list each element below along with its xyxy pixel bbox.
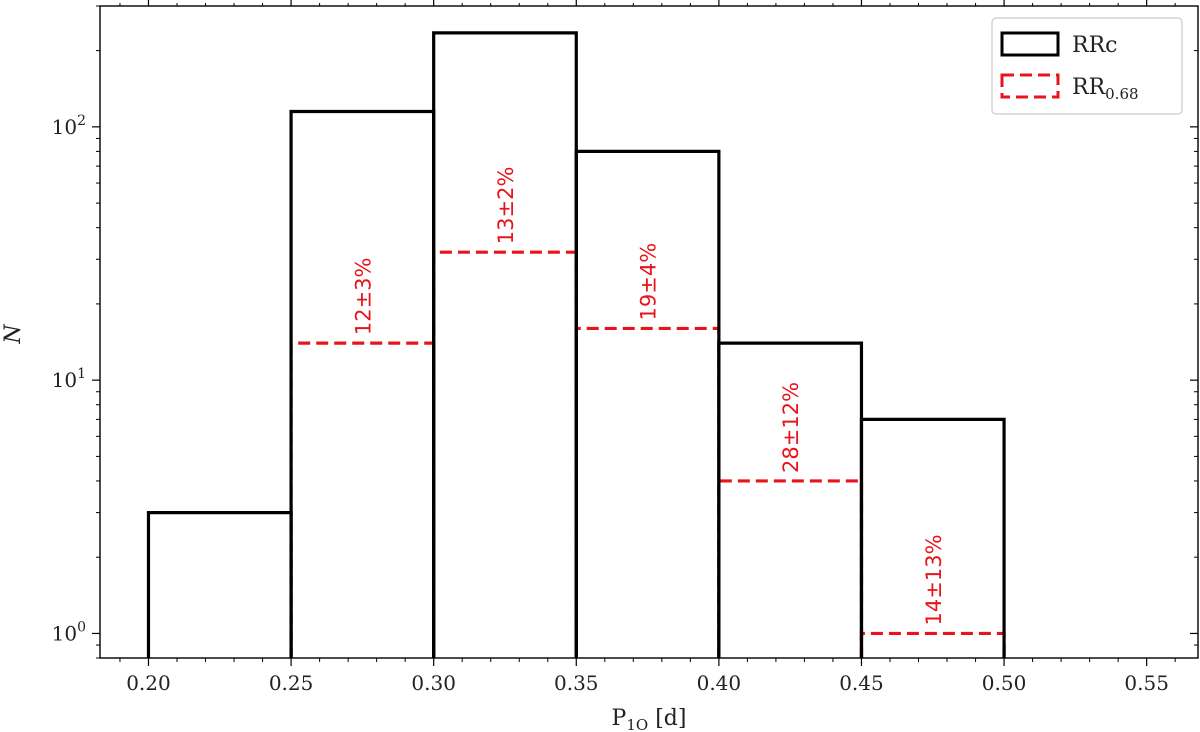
series-layer bbox=[146, 31, 1006, 658]
x-tick-label: 0.45 bbox=[839, 671, 884, 695]
annotation-3: 28±12% bbox=[779, 382, 803, 473]
x-tick-label: 0.40 bbox=[697, 671, 742, 695]
x-tick-label: 0.55 bbox=[1124, 671, 1169, 695]
y-axis-title: N bbox=[1, 324, 26, 345]
y-tick-label: 100 bbox=[52, 619, 86, 645]
x-axis-title: P1O [d] bbox=[612, 706, 687, 732]
legend: RRc RR0.68 bbox=[991, 17, 1183, 115]
y-tick-label: 102 bbox=[52, 113, 86, 139]
x-tick-label: 0.30 bbox=[411, 671, 456, 695]
annotation-1: 13±2% bbox=[494, 167, 518, 245]
y-tick-label: 101 bbox=[52, 366, 86, 392]
ticks-layer: 0.20 0.25 0.30 0.35 0.40 0.45 0.50 0.55 100 101 10… bbox=[52, 0, 1198, 695]
legend-swatch-rr068 bbox=[1000, 73, 1060, 99]
legend-label-rrc: RRc bbox=[1072, 33, 1117, 58]
legend-box bbox=[991, 17, 1183, 115]
x-tick-label: 0.20 bbox=[126, 671, 171, 695]
x-tick-label: 0.50 bbox=[982, 671, 1027, 695]
x-tick-label: 0.25 bbox=[269, 671, 314, 695]
legend-label-rr068: RR0.68 bbox=[1072, 75, 1139, 103]
x-tick-label: 0.35 bbox=[554, 671, 599, 695]
annotation-0: 12±3% bbox=[351, 257, 375, 335]
annotation-2: 19±4% bbox=[637, 243, 661, 321]
annotation-4: 14±13% bbox=[922, 534, 946, 625]
series-0 bbox=[146, 31, 1006, 658]
annotation-layer: 12±3% 13±2% 19±4% 28±12% 14±13% bbox=[351, 167, 945, 626]
plot-frame bbox=[99, 5, 1199, 659]
bar-rrc-5 bbox=[859, 417, 1006, 658]
legend-swatch-rrc bbox=[1000, 31, 1060, 57]
